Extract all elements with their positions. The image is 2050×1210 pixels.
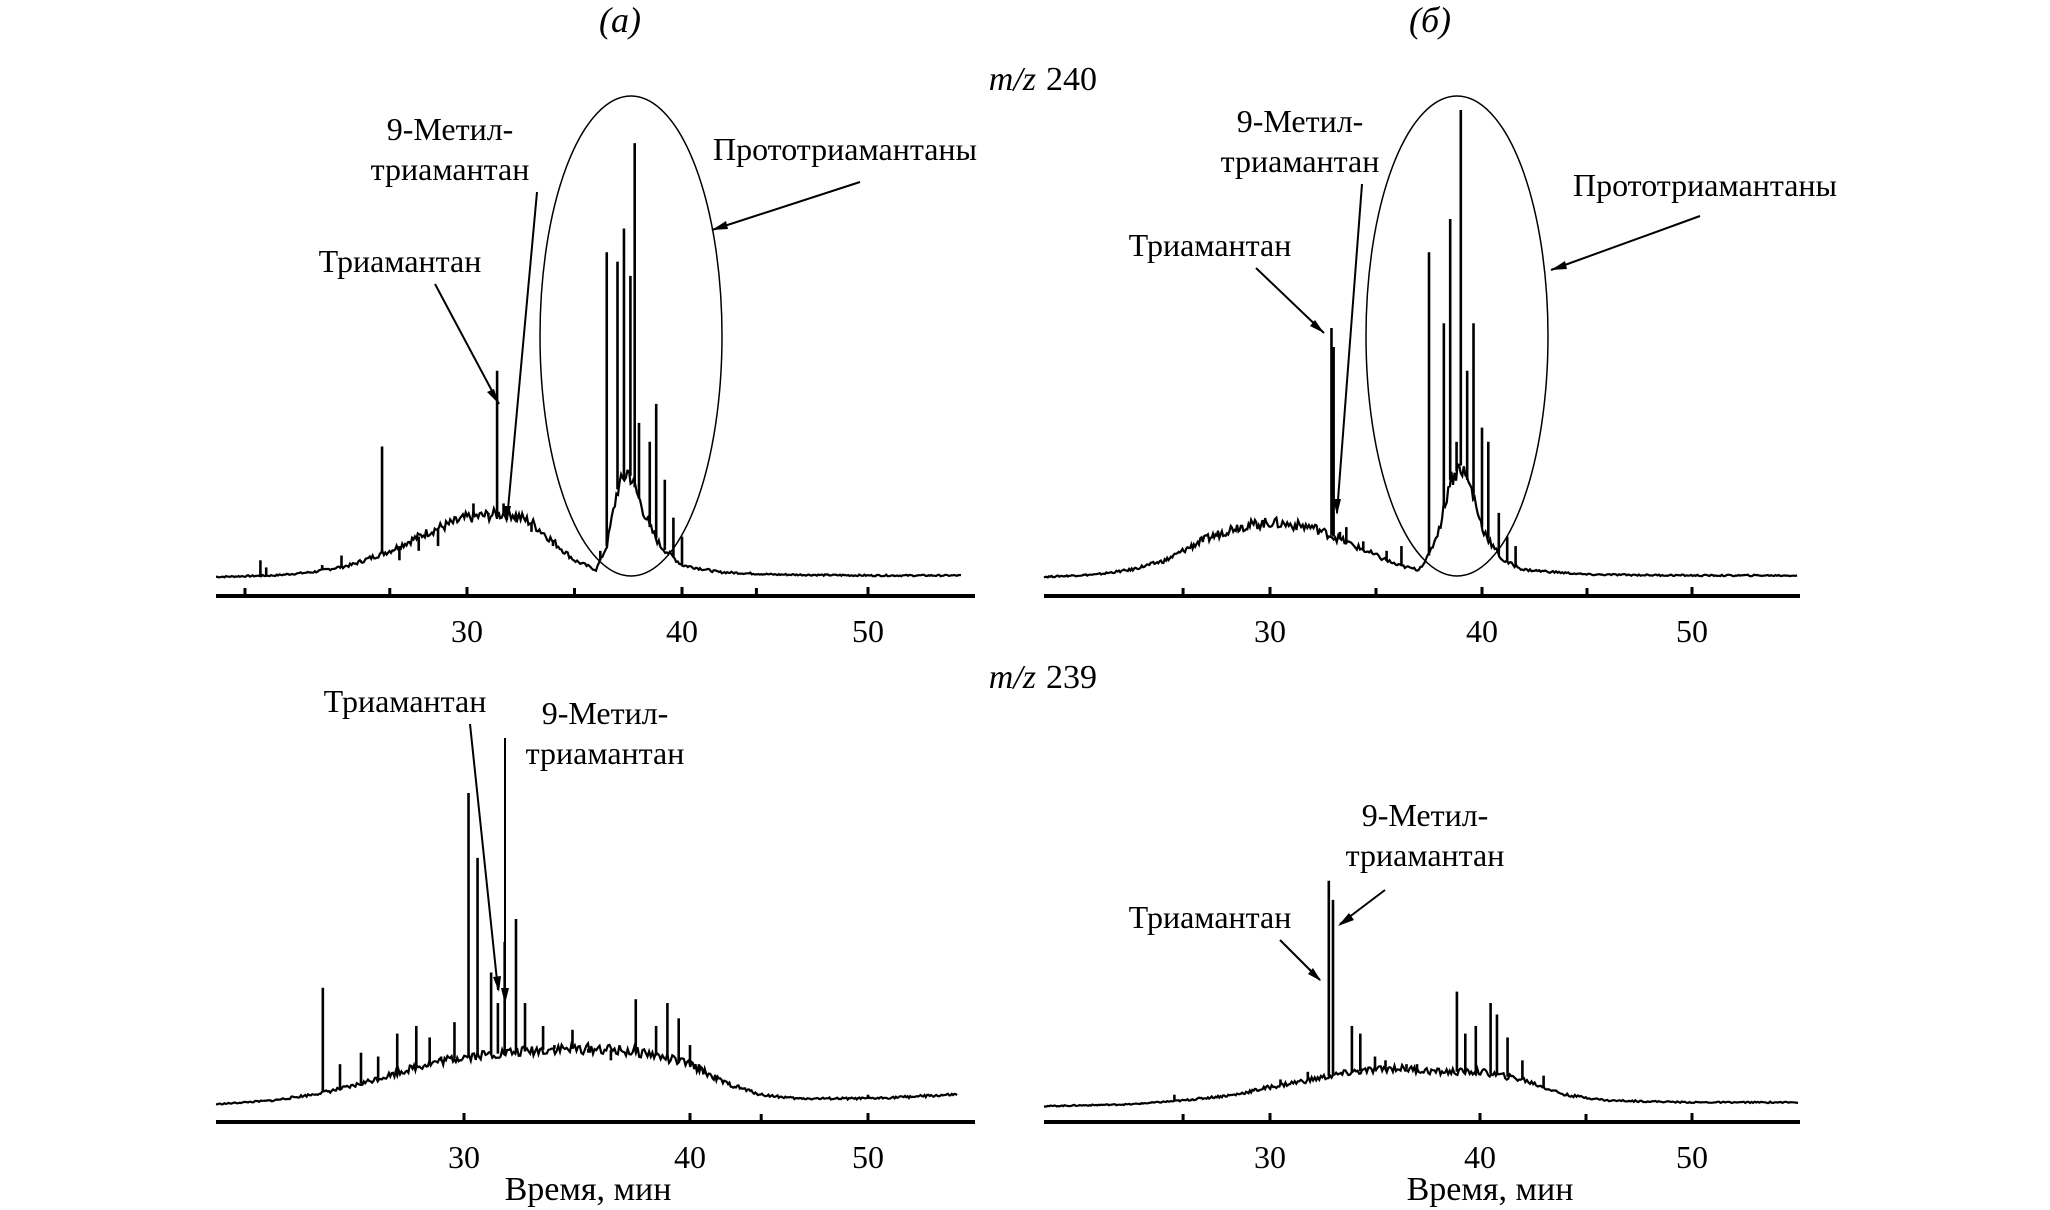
arrowhead-triamantane-a239 (493, 976, 501, 992)
arrowhead-triamantane-a240 (487, 389, 499, 404)
x-tick-label: 30 (1254, 1139, 1286, 1175)
chromatogram-trace (1043, 1061, 1799, 1108)
x-tick-label: 50 (1676, 1139, 1708, 1175)
annotation-methyl-b240-line2: триамантан (1221, 143, 1380, 179)
annotation-prototriamantanes-a: Прототриамантаны (713, 131, 977, 167)
panel-label-b: (б) (1409, 0, 1451, 40)
xlabel-b: Время, мин (1407, 1171, 1574, 1208)
x-tick-label: 30 (1254, 613, 1286, 649)
x-tick-label: 40 (666, 613, 698, 649)
annotation-methyl-a240-line1: 9-Метил- (387, 111, 514, 147)
arrowhead-prototriamantanes-a (712, 221, 728, 230)
arrow-prototriamantanes-a (711, 181, 861, 231)
x-tick-label: 30 (451, 613, 483, 649)
chart-a-mz239: 30 40 50 (215, 792, 975, 1175)
annotation-methyl-a239-line2: триамантан (526, 735, 685, 771)
arrow-methyl-a240 (506, 191, 538, 521)
annotation-prototriamantanes-b: Прототриамантаны (1573, 167, 1837, 203)
prototriamantanes-ellipse-b (1365, 95, 1549, 577)
chart-b-mz239: 30 40 50 (1043, 880, 1800, 1175)
annotation-methyl-a239-line1: 9-Метил- (542, 695, 669, 731)
annotation-triamantane-a239: Триамантан (324, 683, 487, 719)
annotation-methyl-b240-line1: 9-Метил- (1237, 103, 1364, 139)
x-tick-label: 50 (852, 613, 884, 649)
arrowhead-methyl-a240 (503, 506, 511, 522)
arrow-methyl-b240 (1336, 183, 1363, 514)
mz-label-240-value: 240 (1046, 61, 1097, 98)
prototriamantanes-ellipse-a (539, 95, 723, 577)
arrow-triamantane-a239 (469, 723, 499, 991)
mz-label-240-italic: m/z (989, 61, 1036, 98)
x-tick-label: 50 (1676, 613, 1708, 649)
arrowhead-methyl-b239 (1338, 913, 1354, 926)
annotation-methyl-a240-line2: триамантан (371, 151, 530, 187)
x-tick-label: 30 (448, 1139, 480, 1175)
chromatogram-trace (215, 1040, 958, 1106)
chromatogram-trace (215, 469, 962, 579)
arrowhead-triamantane-b239 (1308, 968, 1321, 981)
mz-label-239-value: 239 (1046, 659, 1097, 696)
chart-b-mz240: 30 40 50 (1043, 110, 1800, 649)
panel-label-a: (а) (599, 0, 641, 40)
annotation-methyl-b239-line2: триамантан (1346, 837, 1505, 873)
arrowhead-methyl-b240 (1333, 499, 1341, 515)
x-tick-label: 50 (852, 1139, 884, 1175)
arrowhead-prototriamantanes-b (1551, 261, 1567, 270)
mz-label-240: m/z 240 (989, 61, 1097, 98)
arrowhead-methyl-a239 (501, 988, 509, 1004)
arrow-prototriamantanes-b (1550, 215, 1701, 271)
chart-a-mz240: 30 40 50 (215, 143, 975, 649)
annotation-triamantane-b239: Триамантан (1129, 899, 1292, 935)
annotation-triamantane-a240: Триамантан (319, 243, 482, 279)
annotation-methyl-b239-line1: 9-Метил- (1362, 797, 1489, 833)
mz-label-239-italic: m/z (989, 659, 1036, 696)
mz-label-239: m/z 239 (989, 659, 1097, 696)
annotation-triamantane-b240: Триамантан (1129, 227, 1292, 263)
x-tick-label: 40 (674, 1139, 706, 1175)
chromatogram-trace (1043, 462, 1798, 579)
xlabel-a: Время, мин (505, 1171, 672, 1208)
x-tick-label: 40 (1464, 1139, 1496, 1175)
arrow-triamantane-a240 (434, 283, 500, 405)
x-tick-label: 40 (1466, 613, 1498, 649)
arrow-triamantane-b240 (1255, 267, 1325, 334)
arrowhead-triamantane-b240 (1310, 320, 1324, 333)
